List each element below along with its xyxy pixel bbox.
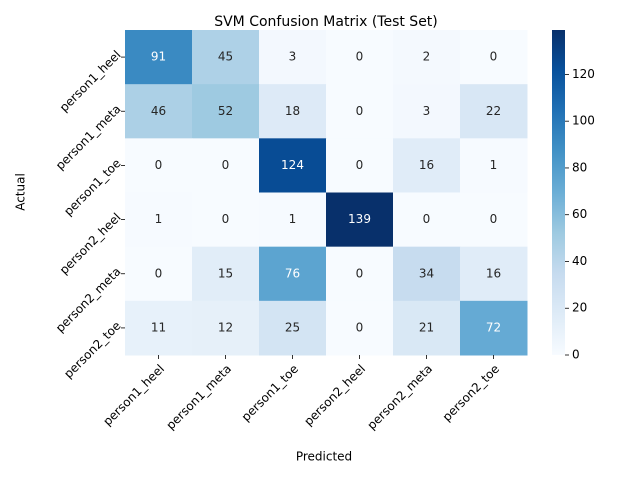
heatmap-cell: [460, 300, 528, 356]
y-tick-label: person1_toe: [61, 156, 123, 218]
cell-label: 2: [423, 50, 431, 64]
cell-label: 124: [281, 158, 304, 172]
heatmap-cell: [192, 30, 260, 85]
colorbar-tick-label: 0: [572, 348, 580, 362]
heatmap-cell: [259, 246, 327, 302]
cell-label: 0: [222, 212, 230, 226]
heatmap-cell: [125, 138, 193, 193]
heatmap-cell: [460, 192, 528, 248]
cell-label: 0: [155, 266, 163, 280]
x-tick-label: person2_heel: [301, 362, 368, 429]
heatmap-cell: [393, 84, 461, 139]
x-tick-label: person1_toe: [239, 362, 301, 424]
y-axis-label: Actual: [14, 173, 28, 211]
cell-label: 3: [423, 104, 431, 118]
cell-label: 76: [285, 266, 300, 280]
cell-label: 15: [218, 266, 233, 280]
chart-title: SVM Confusion Matrix (Test Set): [214, 14, 438, 30]
colorbar-tick-label: 40: [572, 254, 587, 268]
cell-label: 72: [486, 320, 501, 334]
cell-label: 1: [155, 212, 163, 226]
cell-label: 0: [356, 320, 364, 334]
colorbar-tick-label: 100: [572, 114, 595, 128]
cell-label: 25: [285, 320, 300, 334]
heatmap-cell: [393, 192, 461, 248]
heatmap-cell: [192, 300, 260, 356]
colorbar-tick-label: 80: [572, 160, 587, 174]
cell-label: 91: [151, 50, 166, 64]
cell-label: 16: [486, 266, 501, 280]
heatmap-cell: [125, 300, 193, 356]
cell-label: 21: [419, 320, 434, 334]
cell-label: 16: [419, 158, 434, 172]
heatmap-cell: [326, 192, 394, 248]
heatmap-cell: [192, 84, 260, 139]
cell-label: 139: [348, 212, 371, 226]
cell-label: 46: [151, 104, 166, 118]
heatmap-cell: [326, 300, 394, 356]
heatmap-cell: [326, 246, 394, 302]
heatmap-cell: [460, 246, 528, 302]
cell-label: 3: [289, 50, 297, 64]
heatmap-cell: [125, 84, 193, 139]
cell-label: 0: [155, 158, 163, 172]
heatmap-cell: [460, 84, 528, 139]
heatmap-cell: [393, 30, 461, 85]
heatmap-cell: [259, 138, 327, 193]
cell-label: 0: [490, 212, 498, 226]
colorbar: [552, 30, 565, 355]
x-tick-label: person1_meta: [163, 362, 234, 433]
cell-label: 45: [218, 50, 233, 64]
heatmap-cell: [326, 84, 394, 139]
colorbar-tick-label: 20: [572, 301, 587, 315]
cell-label: 0: [423, 212, 431, 226]
x-tick-label: person2_meta: [364, 362, 435, 433]
cell-label: 0: [356, 266, 364, 280]
x-tick-label: person2_toe: [440, 362, 502, 424]
cell-label: 11: [151, 320, 166, 334]
cell-label: 0: [490, 50, 498, 64]
cell-label: 0: [356, 158, 364, 172]
cell-label: 22: [486, 104, 501, 118]
cell-label: 34: [419, 266, 434, 280]
cell-label: 52: [218, 104, 233, 118]
cell-label: 18: [285, 104, 300, 118]
heatmap-cell: [326, 30, 394, 85]
cell-label: 0: [356, 104, 364, 118]
heatmap-cell: [460, 138, 528, 193]
heatmap-cell: [393, 300, 461, 356]
cell-label: 1: [289, 212, 297, 226]
heatmap-cell: [125, 30, 193, 85]
heatmap-cell: [192, 246, 260, 302]
cell-label: 0: [356, 50, 364, 64]
heatmap-cell: [125, 246, 193, 302]
heatmap-cell: [259, 30, 327, 85]
heatmap-cell: [393, 246, 461, 302]
heatmap-cell: [192, 192, 260, 248]
x-tick-label: person1_heel: [100, 362, 167, 429]
colorbar-tick-label: 60: [572, 207, 587, 221]
heatmap-cell: [259, 192, 327, 248]
heatmap-cell: [259, 300, 327, 356]
heatmap-cell: [125, 192, 193, 248]
heatmap-cell: [192, 138, 260, 193]
heatmap-cell: [259, 84, 327, 139]
x-axis-label: Predicted: [296, 450, 352, 464]
y-tick-label: person2_toe: [61, 319, 123, 381]
colorbar-tick-label: 120: [572, 67, 595, 81]
heatmap-cell: [326, 138, 394, 193]
cell-label: 0: [222, 158, 230, 172]
heatmap-cell: [393, 138, 461, 193]
cell-label: 12: [218, 320, 233, 334]
cell-label: 1: [490, 158, 498, 172]
heatmap-cell: [460, 30, 528, 85]
